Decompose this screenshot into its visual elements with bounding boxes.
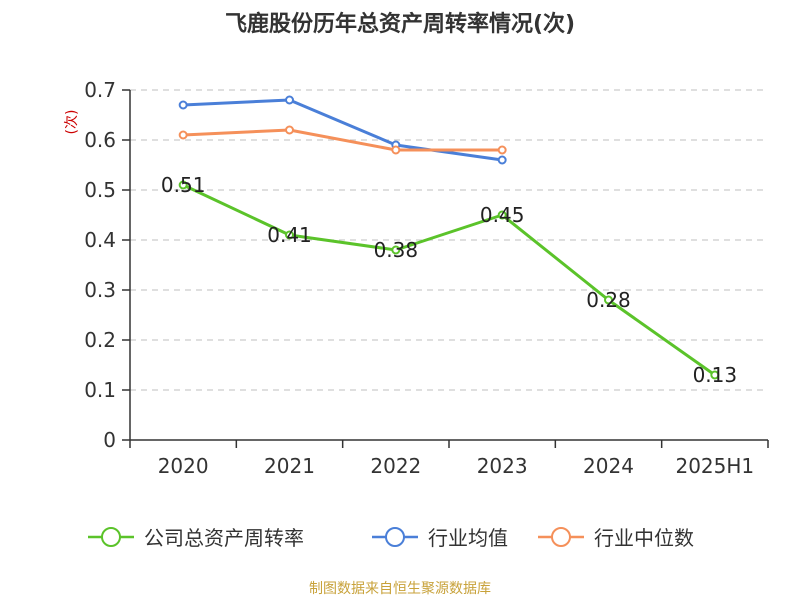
data-point [391,245,401,255]
x-tick-label: 2021 [264,454,315,478]
legend: 公司总资产周转率 行业均值 行业中位数 [88,526,694,550]
y-tick-label: 0.7 [84,78,116,102]
legend-label: 公司总资产周转率 [144,526,304,550]
data-labels: 0.51 0.41 0.38 0.45 0.28 0.13 [161,173,737,387]
legend-item[interactable]: 行业均值 [372,526,508,550]
source-note: 制图数据来自恒生聚源数据库 [309,581,491,597]
data-point [497,145,507,155]
data-label: 0.45 [480,203,525,227]
y-tick-label: 0.4 [84,228,116,252]
y-tick-label: 0.6 [84,128,116,152]
data-point [710,370,720,380]
data-label: 0.51 [161,173,206,197]
chart-title: 飞鹿股份历年总资产周转率情况(次) [224,12,576,37]
legend-marker [101,527,121,547]
data-point [285,230,294,240]
data-point [497,210,507,220]
data-label: 0.38 [374,238,419,262]
data-point [391,145,401,155]
data-point [497,155,507,165]
y-tick-label: 0.3 [84,278,116,302]
y-tick-label: 0.2 [84,328,116,352]
grid-lines [130,89,768,391]
y-tick-label: 0.5 [84,178,116,202]
data-point [285,95,294,105]
y-tick-label: 0 [103,428,116,452]
data-label: 0.41 [267,223,312,247]
data-point [178,130,188,140]
legend-marker [551,527,571,547]
axes: 0 0.1 0.2 0.3 0.4 0.5 0.6 0.7 2020 2021 2022 2023 20… [84,78,769,478]
series-line-0 [182,183,716,377]
x-tick-label: 2024 [583,454,634,478]
y-tick-label: 0.1 [84,378,116,402]
y-axis-label: (次) [64,110,80,135]
x-tick-label: 2020 [158,454,209,478]
x-tick-label: 2022 [370,454,421,478]
data-point [604,295,613,305]
x-tick-label: 2023 [477,454,528,478]
data-label: 0.28 [586,288,631,312]
legend-label: 行业均值 [428,526,508,550]
data-point [285,125,294,135]
series-line-1 [183,98,503,162]
data-label: 0.13 [693,363,738,387]
data-point [178,180,188,190]
series-group [178,95,720,380]
data-point [178,100,188,110]
legend-marker [385,527,405,547]
legend-item[interactable]: 公司总资产周转率 [88,526,304,550]
legend-item[interactable]: 行业中位数 [538,526,694,550]
series-line-2 [183,128,503,152]
legend-label: 行业中位数 [594,526,694,550]
x-tick-label: 2025H1 [675,454,754,478]
